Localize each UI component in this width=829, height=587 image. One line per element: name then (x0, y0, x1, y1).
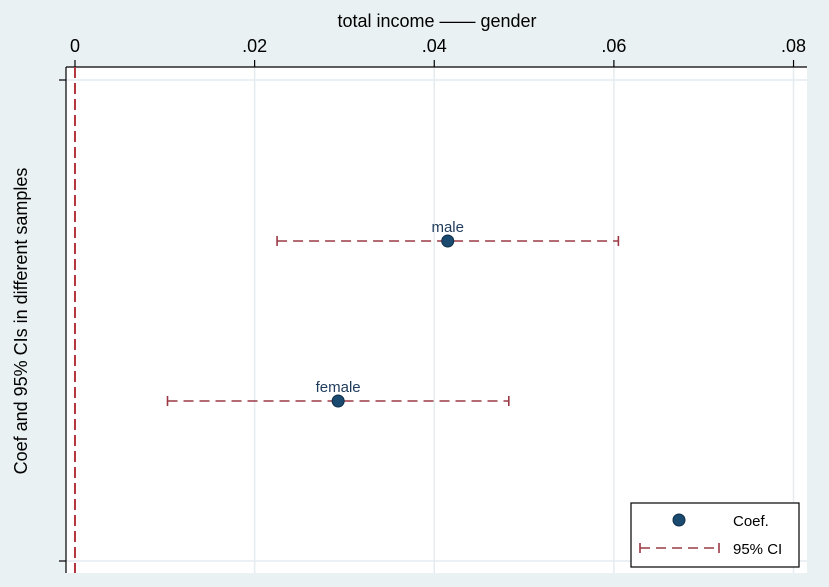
chart-marks: male female (166, 219, 620, 408)
y-axis (59, 67, 67, 573)
point-label-male: male (431, 219, 464, 236)
coef-point-male (441, 234, 455, 248)
x-tick-label: .08 (781, 36, 806, 56)
legend-box (630, 502, 800, 568)
x-tick-label: 0 (70, 36, 80, 56)
x-tick-label: .04 (422, 36, 447, 56)
x-tick-label: .02 (242, 36, 267, 56)
y-axis-title: Coef and 95% CIs in different samples (11, 168, 31, 475)
x-axis: 0 .02 .04 .06 .08 (66, 36, 807, 68)
coef-point-female (331, 394, 345, 408)
point-label-female: female (316, 379, 361, 396)
legend-coef-marker (672, 513, 686, 527)
plot-area (66, 67, 807, 573)
legend-coef-label: Coef. (733, 513, 769, 530)
legend: Coef. 95% CI (630, 502, 800, 568)
x-tick-label: .06 (601, 36, 626, 56)
chart-title: total income —— gender (337, 11, 536, 31)
legend-ci-label: 95% CI (733, 541, 782, 558)
gridlines (66, 67, 807, 573)
